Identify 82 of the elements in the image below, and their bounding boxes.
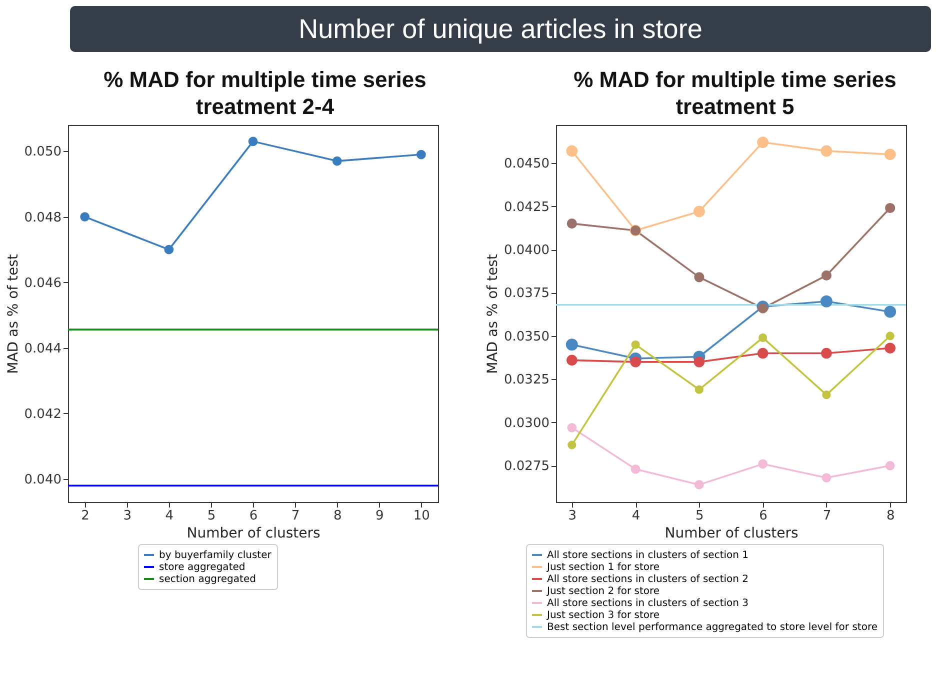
point [416,150,426,160]
point [694,356,705,368]
y-axis-title: MAD as % of test [5,254,22,374]
x-tick-label: 7 [291,508,300,524]
point [822,390,831,400]
point [820,295,832,308]
x-tick-label: 4 [165,508,174,524]
x-tick-label: 8 [333,508,342,524]
legend-label: All store sections in clusters of section 1 [547,550,749,561]
point [758,459,768,469]
point [820,145,832,157]
y-tick-label: 0.0425 [504,200,550,215]
x-tick-label: 3 [123,508,132,524]
legend-label: Best section level performance aggregated to store level for store [547,622,878,633]
y-tick-label: 0.0350 [504,329,550,344]
legend-label: Just section 2 for store [546,586,660,597]
point [757,348,768,359]
y-tick-label: 0.0450 [504,156,550,172]
point [884,342,896,354]
point [693,206,705,218]
y-tick-label: 0.0325 [504,372,550,388]
y-tick-label: 0.0375 [504,286,550,302]
point [248,136,258,146]
x-tick-label: 6 [759,508,768,524]
point [758,303,768,314]
y-tick-label: 0.042 [24,406,62,422]
point [758,333,768,342]
x-tick-label: 5 [696,508,704,524]
point [567,422,577,432]
chart-title: % MAD for multiple time series treatment 5 [572,66,898,120]
x-tick-label: 10 [413,508,430,524]
legend-label: All store sections in clusters of section 2 [547,574,749,585]
point [164,244,174,254]
legend-label: by buyerfamily cluster [159,550,272,561]
point [566,354,578,366]
point [757,136,769,148]
x-tick-label: 7 [822,508,832,524]
x-tick-label: 5 [207,508,216,524]
point [886,332,894,340]
y-tick-label: 0.048 [24,210,62,226]
point [884,148,896,160]
y-tick-label: 0.044 [24,341,62,356]
point [568,440,576,450]
x-tick-label: 3 [568,508,577,524]
point [694,272,704,282]
point [821,270,832,280]
point [822,473,832,482]
legend-label: All store sections in clusters of section 3 [547,598,749,609]
point [80,212,90,222]
y-tick-label: 0.0300 [504,416,550,431]
point [566,338,578,351]
x-tick-label: 8 [886,508,895,524]
legend-label: store aggregated [159,562,246,573]
point [566,218,577,229]
point [566,145,578,157]
chart-title: % MAD for multiple time series treatment 2-4 [102,66,428,120]
point [630,356,641,368]
point [821,348,832,359]
point [631,340,640,349]
text: Number of unique articles in store [70,6,931,52]
y-tick-label: 0.050 [24,144,62,160]
x-tick-label: 2 [81,508,90,524]
point [630,464,640,474]
x-axis-title: Number of clusters [664,526,798,542]
x-tick-label: 9 [375,508,384,524]
point [885,202,896,214]
y-axis-title: MAD as % of test [485,254,502,374]
y-tick-label: 0.046 [24,276,62,291]
legend-label: Just section 3 for store [546,610,660,621]
point [884,306,896,318]
point [885,461,895,470]
point [694,385,704,394]
y-tick-label: 0.040 [24,472,62,488]
x-axis-title: Number of clusters [186,526,320,542]
x-tick-label: 4 [632,508,640,524]
x-tick-label: 6 [249,508,258,524]
y-tick-label: 0.0275 [504,459,550,474]
legend-label: Just section 1 for store [546,562,660,573]
legend-label: section aggregated [159,574,256,585]
point [332,156,342,166]
point [694,480,704,490]
y-tick-label: 0.0400 [504,243,550,258]
